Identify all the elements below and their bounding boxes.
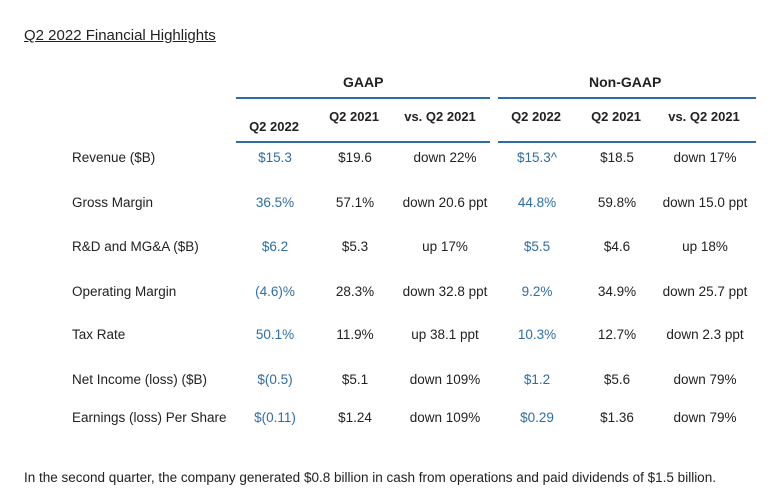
table-row: Revenue ($B) $15.3 $19.6 down 22% $15.3^ $18.… <box>0 150 779 170</box>
table-cell: 44.8% <box>517 195 557 210</box>
table-cell: $19.6 <box>338 150 372 165</box>
col-gaap-q2-2022: Q2 2022 <box>249 119 299 134</box>
table-cell: down 109% <box>409 372 481 387</box>
table-cell: 34.9% <box>597 284 637 299</box>
table-cell: 28.3% <box>335 284 375 299</box>
row-label: Gross Margin <box>72 195 154 210</box>
col-nongaap-q2-2021: Q2 2021 <box>591 109 641 124</box>
table-cell: $15.3 <box>258 150 292 165</box>
page-title: Q2 2022 Financial Highlights <box>24 27 216 44</box>
table-cell: 11.9% <box>336 327 374 342</box>
table-cell: down 22% <box>413 150 477 165</box>
table-cell: 12.7% <box>597 327 637 342</box>
table-cell: $4.6 <box>603 239 631 254</box>
table-cell: up 17% <box>422 239 468 254</box>
table-cell: $18.5 <box>600 150 634 165</box>
table-row: Tax Rate 50.1% 11.9% up 38.1 ppt 10.3% 12.7% d… <box>0 327 779 347</box>
non-gaap-group-header: Non-GAAP <box>589 74 662 90</box>
table-cell: $1.2 <box>523 372 551 387</box>
table-cell: $1.36 <box>600 410 634 425</box>
table-cell: $5.3 <box>341 239 369 254</box>
non-gaap-header-rule <box>498 97 756 99</box>
non-gaap-columns-rule <box>498 141 756 143</box>
table-row: Gross Margin 36.5% 57.1% down 20.6 ppt 44.8%… <box>0 195 779 215</box>
table-cell: $5.5 <box>523 239 551 254</box>
table-cell: up 38.1 ppt <box>411 327 479 342</box>
table-cell: 59.8% <box>597 195 637 210</box>
table-cell: $15.3^ <box>516 150 558 165</box>
table-cell: down 79% <box>673 372 737 387</box>
table-cell: $1.24 <box>338 410 372 425</box>
col-gaap-vs-q2-2021: vs. Q2 2021 <box>404 109 476 124</box>
table-cell: 9.2% <box>521 284 553 299</box>
row-label: Net Income (loss) ($B) <box>72 372 208 387</box>
row-label: Operating Margin <box>72 284 177 299</box>
table-row: Net Income (loss) ($B) $(0.5) $5.1 down 109… <box>0 372 779 392</box>
table-cell: 36.5% <box>255 195 295 210</box>
table-cell: 50.1% <box>255 327 295 342</box>
table-cell: down 79% <box>673 410 737 425</box>
col-nongaap-q2-2022: Q2 2022 <box>511 109 561 124</box>
table-cell: down 32.8 ppt <box>402 284 488 299</box>
table-row: R&D and MG&A ($B) $6.2 $5.3 up 17% $5.5 $4.6 u… <box>0 239 779 259</box>
table-cell: down 2.3 ppt <box>666 327 744 342</box>
table-cell: down 20.6 ppt <box>402 195 488 210</box>
table-cell: 57.1% <box>335 195 375 210</box>
table-cell: $5.6 <box>603 372 631 387</box>
row-label: Revenue ($B) <box>72 150 156 165</box>
footnote: In the second quarter, the company gener… <box>24 470 716 485</box>
table-row: Earnings (loss) Per Share $(0.11) $1.24 dow… <box>0 410 779 430</box>
table-cell: down 25.7 ppt <box>662 284 748 299</box>
table-cell: (4.6)% <box>255 284 295 299</box>
table-cell: down 17% <box>673 150 737 165</box>
gaap-group-header: GAAP <box>343 74 384 90</box>
table-cell: up 18% <box>682 239 728 254</box>
col-nongaap-vs-q2-2021: vs. Q2 2021 <box>668 109 740 124</box>
gaap-columns-rule <box>236 141 490 143</box>
table-cell: $6.2 <box>261 239 289 254</box>
table-cell: $5.1 <box>341 372 369 387</box>
row-label: Tax Rate <box>72 327 126 342</box>
table-row: Operating Margin (4.6)% 28.3% down 32.8 ppt… <box>0 284 779 304</box>
gaap-header-rule <box>236 97 490 99</box>
col-gaap-q2-2021: Q2 2021 <box>329 109 379 124</box>
row-label: R&D and MG&A ($B) <box>72 239 199 254</box>
table-cell: down 109% <box>409 410 481 425</box>
table-cell: down 15.0 ppt <box>662 195 748 210</box>
table-cell: 10.3% <box>517 327 557 342</box>
table-cell: $(0.11) <box>254 410 296 425</box>
table-cell: $(0.5) <box>257 372 293 387</box>
row-label: Earnings (loss) Per Share <box>72 410 227 425</box>
table-cell: $0.29 <box>520 410 554 425</box>
